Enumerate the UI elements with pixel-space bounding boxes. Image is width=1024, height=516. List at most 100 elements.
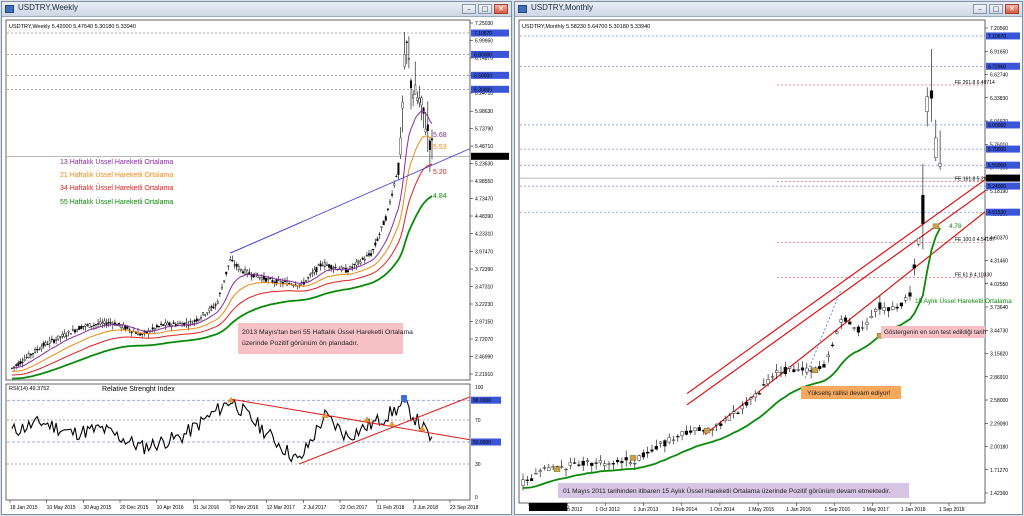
maximize-button[interactable]: □: [989, 4, 1003, 14]
candle-body: [410, 80, 413, 89]
candle-body: [349, 266, 352, 270]
price-label: 2.46990: [475, 355, 493, 361]
monthly-candles: [521, 48, 942, 491]
candle-body: [50, 338, 53, 340]
price-label: 3.97470: [475, 250, 493, 256]
candle-body: [749, 397, 753, 400]
candle-body: [185, 322, 188, 324]
date-label: 30 Aug 2015: [83, 505, 111, 511]
trend-note-box: [801, 386, 901, 399]
chart-window-icon: [518, 5, 527, 13]
candle-body: [407, 58, 410, 60]
candle-body: [344, 267, 347, 273]
price-label: 3.15820: [990, 352, 1008, 358]
monthly-chart[interactable]: USDTRY,Monthly 5.58230 5.64700 5.30180 5…: [515, 17, 1022, 514]
candle-body: [189, 321, 192, 323]
candle-body: [697, 427, 701, 431]
candle-body: [603, 463, 607, 466]
level-box: [471, 71, 509, 79]
rsi-title: Relative Strenght Index: [102, 386, 175, 393]
candle-body: [214, 304, 217, 306]
candle-body: [792, 369, 796, 372]
close-button[interactable]: ✕: [494, 4, 508, 14]
price-label: 5.73790: [475, 127, 493, 133]
candle-body: [395, 175, 398, 177]
maximize-button[interactable]: □: [478, 4, 492, 14]
candle-body: [334, 266, 337, 268]
candle-body: [73, 329, 76, 333]
candle-body: [856, 326, 860, 333]
candle-body: [783, 367, 787, 375]
candle-body: [328, 264, 331, 268]
rsi-triangle-marker: [321, 412, 329, 418]
rsi-level-box: [471, 396, 501, 404]
candle-body: [151, 327, 154, 330]
price-label: 6.33830: [990, 96, 1008, 102]
channel-upper: [686, 179, 986, 395]
candle-body: [34, 349, 37, 353]
candle-body: [818, 366, 822, 369]
candle-body: [78, 326, 81, 330]
candle-body: [13, 366, 16, 368]
candle-body: [788, 366, 792, 369]
candle-body: [195, 318, 198, 322]
test-note-box: [881, 326, 985, 338]
level-value: 4.91530: [988, 210, 1006, 216]
price-label: 2.97150: [475, 320, 493, 326]
candle-body: [826, 354, 830, 358]
candle-body: [525, 479, 529, 481]
candle-body: [225, 271, 228, 275]
candle-body: [286, 281, 289, 286]
candle-body: [757, 393, 762, 395]
candle-body: [534, 473, 538, 475]
candle-body: [351, 266, 354, 268]
candle-body: [372, 248, 375, 251]
monthly-chart-window[interactable]: USDTRY,Monthly – □ ✕ USDTRY,Monthly 5.58…: [514, 1, 1023, 515]
level-value: 5.24000: [988, 184, 1006, 190]
candle-body: [29, 353, 32, 356]
candle-body: [861, 327, 865, 329]
candle-body: [153, 328, 156, 330]
candle-body: [218, 292, 221, 294]
weekly-chart[interactable]: USDTRY,Weekly 5.42000 5.47640 5.30180 5.…: [2, 17, 511, 514]
price-label: 1.42360: [990, 491, 1008, 497]
rsi-line: [11, 398, 433, 463]
weekly-window-titlebar[interactable]: USDTRY,Weekly – □ ✕: [2, 2, 511, 17]
monthly-price-scale[interactable]: 7.205606.916506.627406.338306.049205.760…: [985, 26, 1008, 497]
minimize-button[interactable]: –: [973, 4, 987, 14]
candle-body: [223, 280, 226, 282]
candle-body: [710, 428, 714, 431]
candle-body: [139, 333, 142, 336]
minimize-button[interactable]: –: [462, 4, 476, 14]
bottom-note-box: [558, 483, 909, 498]
price-label: 6.99950: [475, 38, 493, 44]
candle-body: [529, 478, 534, 482]
weekly-price-pane[interactable]: [5, 19, 471, 381]
candle-body: [260, 277, 263, 281]
candle-body: [397, 162, 400, 175]
candle-body: [938, 163, 942, 167]
level-value: 7.10670: [988, 34, 1006, 40]
monthly-window-titlebar[interactable]: USDTRY,Monthly – □ ✕: [515, 2, 1022, 17]
candle-body: [380, 226, 383, 228]
monthly-price-pane[interactable]: [518, 19, 986, 504]
candle-body: [598, 460, 602, 464]
rsi-scale: 100 88.0000 70 50.0000 30 0: [471, 385, 501, 501]
candle-body: [779, 372, 783, 374]
price-label: 6.24710: [475, 91, 493, 97]
rsi-scale-label: 30: [475, 462, 481, 468]
fibonacci-levels: FE 261.8 6.49714 FE 161.8 5.29437 FE 100.0…: [777, 80, 995, 278]
candle-body: [934, 137, 938, 159]
close-button[interactable]: ✕: [1005, 4, 1019, 14]
candle-body: [680, 431, 684, 437]
date-label: 1 Jan 2018: [901, 507, 926, 513]
candle-body: [852, 327, 856, 329]
monthly-current-price-box: [986, 174, 1020, 182]
level-box: [471, 50, 509, 58]
level-value: 5.70000: [988, 147, 1006, 153]
candle-body: [676, 435, 680, 438]
candle-body: [229, 259, 232, 262]
weekly-chart-window[interactable]: USDTRY,Weekly – □ ✕ USDTRY,Weekly 5.4200…: [1, 1, 512, 515]
candle-body: [252, 273, 255, 278]
candle-body: [874, 308, 878, 312]
